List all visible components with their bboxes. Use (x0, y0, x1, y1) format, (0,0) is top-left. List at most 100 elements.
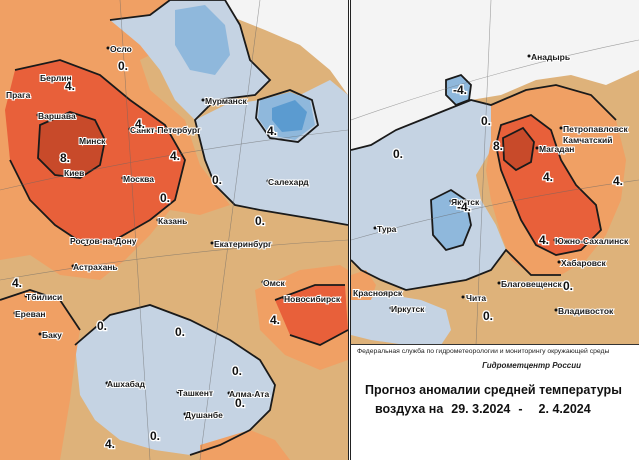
meridian-line (119, 0, 151, 460)
city-almaty: Алма-Ата (229, 389, 269, 399)
city-berlin: Берлин (40, 73, 72, 83)
isoline-4-west (9, 59, 186, 246)
isoline-label: 0. (212, 173, 222, 187)
isoline-0-murmansk (255, 89, 320, 143)
city-labels-west: Осло Берлин Прага Варшава Минск Санкт-Пе… (5, 43, 342, 421)
city-dot (557, 260, 561, 264)
forecast-title: Прогноз аномалии средней температуры (365, 383, 622, 397)
city-magadan: Магадан (539, 144, 574, 154)
isoline-label: 4. (65, 79, 75, 93)
isoline-label: 0. (235, 396, 245, 410)
isoline-label: 0. (175, 325, 185, 339)
city-novosibirsk: Новосибирск (284, 294, 341, 304)
city-kyiv: Киев (64, 168, 84, 178)
meridian-line (351, 39, 639, 121)
isoline-0-north (351, 84, 617, 151)
baikal-cool (351, 295, 451, 345)
siberia-strong-warm (275, 285, 348, 345)
isoline-label: 0. (150, 429, 160, 443)
forecast-dates: воздуха на 29. 3.2024- 2. 4.2024 (375, 402, 599, 416)
city-tashkent: Ташкент (178, 388, 213, 398)
city-dot (497, 281, 501, 285)
isoline-labels-west: 0. 4. 4. 8. 4. 0. 4. 0. 0. 4. 4. 0. 0. 0… (11, 58, 282, 453)
isoline-label: 0. (481, 114, 491, 128)
south-warm-zone (0, 290, 80, 460)
isoline-label: 0. (563, 279, 573, 293)
isoline-label: 8. (493, 139, 503, 153)
city-dot (64, 170, 68, 174)
city-vladivostok: Владивосток (558, 306, 614, 316)
isoline-label: 0. (97, 319, 107, 333)
parallel-line (0, 239, 348, 281)
isoline-label: 4. (613, 174, 623, 188)
graticule-west (0, 0, 348, 460)
city-petropavlovsk: Петропавловск (563, 124, 628, 134)
city-dot (176, 390, 180, 394)
map-divider (348, 0, 351, 460)
city-dot (20, 93, 24, 97)
arctic-white (351, 0, 639, 150)
isoline-0-central-asia (74, 304, 276, 456)
west-anomaly-map: Осло Берлин Прага Варшава Минск Санкт-Пе… (0, 0, 348, 460)
isoline-label: 8. (60, 151, 70, 165)
isoline-0-scandinavia (109, 0, 348, 226)
central-asia-cool (75, 305, 275, 455)
hot-core-zone (38, 112, 105, 178)
murmansk-very-cold (272, 100, 307, 132)
isoline-minus4-taymyr (445, 73, 472, 107)
isoline-labels-east: 0. 8. 4. -4. -4. 0. 0. 4. 4. 0. (392, 82, 625, 325)
krasnoyarsk-warm (351, 270, 376, 300)
isoline-label: 4. (170, 149, 180, 163)
city-khabarovsk: Хабаровск (561, 258, 606, 268)
isoline-label: 4. (105, 437, 115, 451)
city-oslo: Осло (110, 44, 132, 54)
isoline-0-south (351, 248, 561, 291)
isoline-label: -4. (453, 83, 467, 97)
city-tura: Тура (377, 224, 397, 234)
city-dot (70, 238, 74, 242)
isolines-west (0, 0, 348, 456)
city-yakutsk: Якутск (451, 197, 480, 207)
isoline-4-south (0, 289, 81, 331)
siberia-cool (351, 100, 506, 290)
yakutsk-cold (431, 190, 471, 250)
city-tbilisi: Тбилиси (26, 292, 62, 302)
city-moscow: Москва (123, 174, 154, 184)
isoline-4-siberia (274, 284, 348, 346)
city-dushanbe: Душанбе (185, 410, 223, 420)
city-dot (78, 138, 82, 142)
isoline-8-minsk (37, 111, 106, 179)
isoline-label: 0. (232, 364, 242, 378)
isoline-8-magadan (502, 126, 535, 172)
city-krasnoyarsk: Красноярск (353, 288, 403, 298)
parallel-line (351, 179, 639, 241)
city-blagoveshchensk: Благовещенск (501, 279, 562, 289)
isoline-label: 0. (118, 59, 128, 73)
city-anadyr: Анадырь (531, 52, 570, 62)
city-omsk: Омск (263, 278, 286, 288)
city-baku: Баку (42, 330, 62, 340)
isoline-label: 4. (267, 124, 277, 138)
city-dot (527, 54, 531, 58)
isoline-label: 0. (483, 309, 493, 323)
city-chita: Чита (466, 293, 486, 303)
city-dot (13, 311, 17, 315)
city-dot (389, 306, 393, 310)
city-irkutsk: Иркутск (391, 304, 425, 314)
city-astrakhan: Астрахань (73, 262, 118, 272)
agency-name: Федеральная служба по гидрометеорологии … (357, 348, 610, 355)
city-dot (359, 290, 363, 294)
city-dot (261, 280, 265, 284)
city-kamchatsky: Камчатский (563, 135, 612, 145)
city-yerevan: Ереван (15, 309, 46, 319)
isoline-label: 0. (393, 147, 403, 161)
city-labels-east: Анадырь Петропавловск Камчатский Магадан… (352, 51, 630, 317)
south-warm-bottom (200, 430, 290, 460)
meridian-line (0, 129, 348, 191)
city-dot (449, 199, 453, 203)
city-dot (282, 296, 286, 300)
city-dot (156, 218, 160, 222)
date-start: 29. 3.2024 (451, 402, 511, 416)
city-warsaw: Варшава (38, 111, 76, 121)
magadan-hot-core (503, 128, 534, 170)
